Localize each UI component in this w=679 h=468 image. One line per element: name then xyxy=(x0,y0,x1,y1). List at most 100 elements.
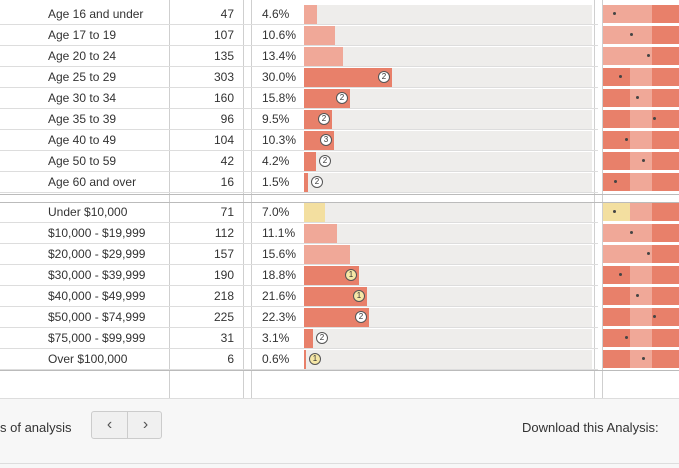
trend-marker xyxy=(613,210,616,213)
column-divider xyxy=(602,0,603,398)
trend-segment xyxy=(603,89,630,107)
chevron-left-icon[interactable]: ‹ xyxy=(106,416,113,433)
trend-segment xyxy=(652,131,679,149)
trend-sparkline xyxy=(603,244,679,264)
row-count: 104 xyxy=(213,133,234,147)
row-percent: 21.6% xyxy=(262,289,297,303)
trend-segment xyxy=(652,287,679,305)
table-row[interactable]: Age 17 to 19 107 10.6% xyxy=(0,25,679,46)
table-row[interactable]: Age 60 and over 16 1.5% 2 xyxy=(0,172,679,193)
trend-marker xyxy=(630,33,633,36)
row-percent: 30.0% xyxy=(262,70,297,84)
table-row[interactable]: $30,000 - $39,999 190 18.8% 1 xyxy=(0,265,679,286)
bar-track: 2 xyxy=(304,173,592,192)
row-percent: 1.5% xyxy=(262,175,290,189)
table-row[interactable]: $50,000 - $74,999 225 22.3% 2 xyxy=(0,307,679,328)
trend-marker xyxy=(653,117,656,120)
row-count: 31 xyxy=(220,331,234,345)
rank-badge: 2 xyxy=(336,92,348,104)
footer-divider xyxy=(0,463,679,464)
rank-badge: 2 xyxy=(318,113,330,125)
trend-segment xyxy=(652,308,679,326)
trend-segment xyxy=(630,173,653,191)
row-percent: 18.8% xyxy=(262,268,297,282)
trend-segment xyxy=(630,329,653,347)
row-count: 112 xyxy=(214,226,234,240)
trend-segment xyxy=(630,266,653,284)
trend-segment xyxy=(630,5,653,23)
row-label: $40,000 - $49,999 xyxy=(48,289,146,303)
trend-segment xyxy=(652,152,679,170)
table-row[interactable]: Under $10,000 71 7.0% xyxy=(0,202,679,223)
row-percent: 10.3% xyxy=(262,133,297,147)
trend-marker xyxy=(613,12,616,15)
trend-marker xyxy=(625,138,628,141)
table-row[interactable]: Age 40 to 49 104 10.3% 3 xyxy=(0,130,679,151)
trend-sparkline xyxy=(603,109,679,129)
table-row[interactable]: Age 35 to 39 96 9.5% 2 xyxy=(0,109,679,130)
bar-track xyxy=(304,47,592,66)
bar-track: 2 xyxy=(304,329,592,348)
bar-track: 2 xyxy=(304,152,592,171)
trend-segment xyxy=(603,47,630,65)
bar-fill xyxy=(304,329,313,348)
bar-track xyxy=(304,245,592,264)
row-count: 16 xyxy=(220,175,234,189)
rank-badge: 3 xyxy=(320,134,332,146)
trend-segment xyxy=(603,68,630,86)
trend-segment xyxy=(603,350,630,368)
row-percent: 0.6% xyxy=(262,352,290,366)
table-row[interactable]: Age 16 and under 47 4.6% xyxy=(0,4,679,25)
table-row[interactable]: Over $100,000 6 0.6% 1 xyxy=(0,349,679,370)
trend-segment xyxy=(652,203,679,221)
table-row[interactable]: $20,000 - $29,999 157 15.6% xyxy=(0,244,679,265)
table-row[interactable]: Age 30 to 34 160 15.8% 2 xyxy=(0,88,679,109)
section-divider xyxy=(0,194,679,195)
row-percent: 15.8% xyxy=(262,91,297,105)
bar-fill xyxy=(304,350,306,369)
bar-track xyxy=(304,26,592,45)
trend-sparkline xyxy=(603,223,679,243)
row-label: Age 35 to 39 xyxy=(48,112,117,126)
row-count: 218 xyxy=(213,289,234,303)
table-row[interactable]: $40,000 - $49,999 218 21.6% 1 xyxy=(0,286,679,307)
trend-marker xyxy=(619,75,622,78)
table-row[interactable]: Age 25 to 29 303 30.0% 2 xyxy=(0,67,679,88)
trend-marker xyxy=(619,273,622,276)
bar-fill xyxy=(304,26,335,45)
pager: ‹ › xyxy=(91,411,162,439)
section-divider xyxy=(0,202,679,203)
trend-sparkline xyxy=(603,307,679,327)
rank-badge: 2 xyxy=(378,71,390,83)
trend-segment xyxy=(603,5,630,23)
row-label: $20,000 - $29,999 xyxy=(48,247,146,261)
table-row[interactable]: $10,000 - $19,999 112 11.1% xyxy=(0,223,679,244)
trend-segment xyxy=(652,26,679,44)
row-percent: 3.1% xyxy=(262,331,290,345)
row-percent: 22.3% xyxy=(262,310,297,324)
trend-marker xyxy=(647,54,650,57)
trend-segment xyxy=(603,245,630,263)
bar-fill xyxy=(304,152,316,171)
row-percent: 10.6% xyxy=(262,28,297,42)
bar-fill xyxy=(304,224,337,243)
row-label: $10,000 - $19,999 xyxy=(48,226,146,240)
rank-badge: 1 xyxy=(309,353,321,365)
chevron-right-icon[interactable]: › xyxy=(142,416,149,433)
rank-badge: 2 xyxy=(319,155,331,167)
trend-segment xyxy=(630,68,653,86)
bar-track xyxy=(304,203,592,222)
trend-sparkline xyxy=(603,265,679,285)
trend-segment xyxy=(630,26,653,44)
rank-badge: 2 xyxy=(311,176,323,188)
trend-segment xyxy=(630,203,653,221)
trend-sparkline xyxy=(603,130,679,150)
trend-segment xyxy=(652,5,679,23)
table-row[interactable]: Age 50 to 59 42 4.2% 2 xyxy=(0,151,679,172)
trend-sparkline xyxy=(603,46,679,66)
table-row[interactable]: $75,000 - $99,999 31 3.1% 2 xyxy=(0,328,679,349)
page-indicator-text: s of analysis xyxy=(0,420,72,435)
trend-segment xyxy=(603,266,630,284)
table-row[interactable]: Age 20 to 24 135 13.4% xyxy=(0,46,679,67)
trend-marker xyxy=(636,96,639,99)
